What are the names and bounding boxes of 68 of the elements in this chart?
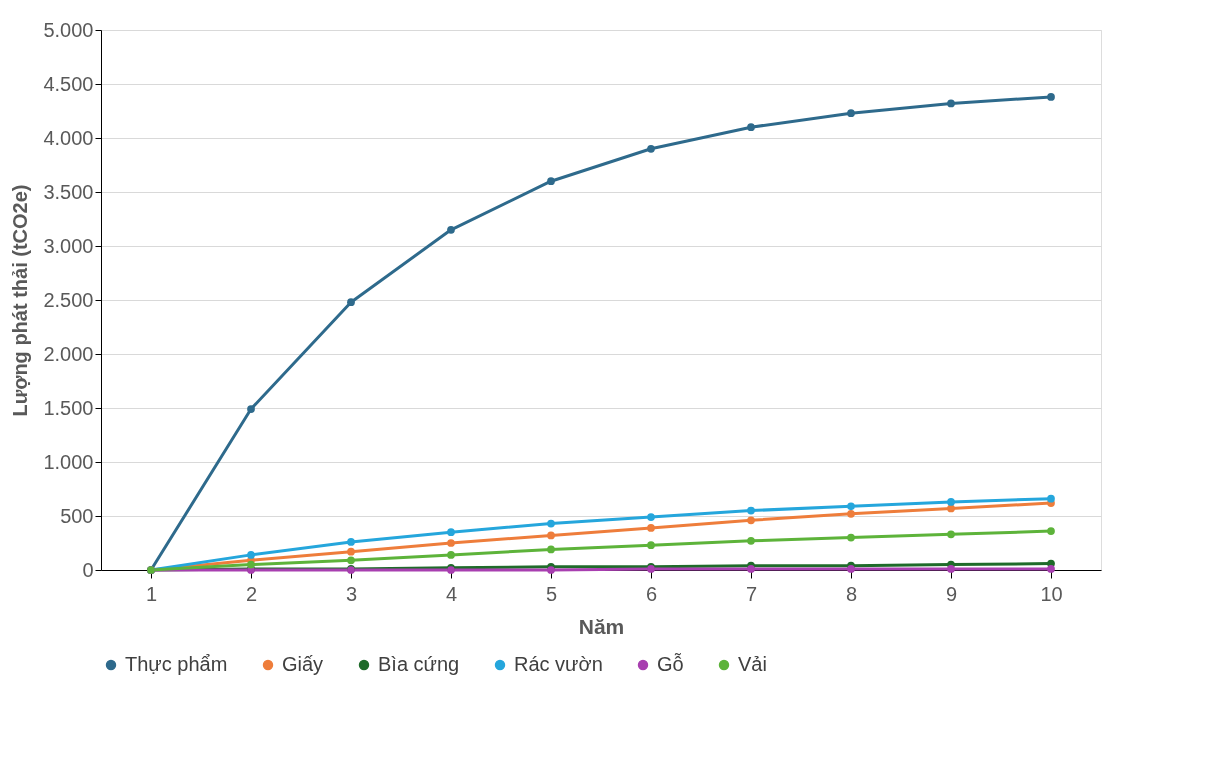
point bbox=[447, 225, 455, 234]
point bbox=[347, 538, 355, 546]
point bbox=[1047, 527, 1055, 535]
x-tick-label: 8 bbox=[845, 582, 858, 605]
x-axis-title: Năm bbox=[578, 614, 625, 638]
x-tick-label: 10 bbox=[1040, 582, 1063, 605]
y-tick-label: 4.500 bbox=[43, 72, 94, 95]
point bbox=[547, 177, 555, 186]
point bbox=[547, 545, 555, 554]
y-tick-label: 0 bbox=[82, 558, 94, 581]
y-tick-label: 2.000 bbox=[43, 342, 94, 365]
point bbox=[547, 519, 555, 528]
legend-label: Gỗ bbox=[657, 653, 684, 675]
y-tick-label: 1.000 bbox=[43, 450, 94, 473]
point bbox=[747, 506, 755, 515]
x-tick-label: 3 bbox=[345, 582, 358, 605]
x-tick-label: 5 bbox=[545, 582, 558, 605]
point bbox=[947, 504, 955, 513]
point bbox=[347, 556, 355, 565]
point bbox=[647, 144, 655, 153]
point bbox=[247, 405, 255, 413]
legend-label: Vải bbox=[738, 653, 767, 675]
point bbox=[947, 498, 955, 506]
point bbox=[547, 566, 555, 574]
x-tick-label: 6 bbox=[645, 582, 658, 605]
point bbox=[647, 524, 655, 532]
point bbox=[347, 298, 355, 307]
y-tick-label: 500 bbox=[60, 504, 94, 527]
y-tick-label: 4.000 bbox=[43, 126, 94, 149]
y-tick-label: 2.500 bbox=[43, 288, 94, 311]
y-tick-label: 3.500 bbox=[43, 180, 94, 203]
point bbox=[647, 513, 655, 521]
point bbox=[447, 528, 455, 537]
point bbox=[247, 560, 255, 569]
point bbox=[947, 99, 955, 108]
legend-label: Bìa cứng bbox=[378, 653, 460, 675]
point bbox=[747, 565, 755, 573]
point bbox=[1047, 93, 1055, 101]
point bbox=[847, 109, 855, 118]
point bbox=[647, 541, 655, 550]
point bbox=[847, 502, 855, 511]
x-tick-label: 9 bbox=[945, 582, 958, 605]
x-tick-label: 2 bbox=[245, 582, 258, 605]
y-axis-title: Lượng phát thải (tCO2e) bbox=[9, 184, 32, 417]
point bbox=[1047, 565, 1055, 573]
point bbox=[1047, 494, 1055, 503]
legend-label: Thực phẩm bbox=[125, 653, 228, 675]
x-tick-label: 7 bbox=[745, 582, 758, 605]
legend-label: Rác vườn bbox=[514, 653, 603, 675]
point bbox=[447, 551, 455, 559]
point bbox=[547, 531, 555, 540]
point bbox=[747, 516, 755, 525]
point bbox=[847, 565, 855, 573]
point bbox=[847, 509, 855, 518]
x-tick-label: 1 bbox=[145, 582, 158, 605]
y-tick-label: 5.000 bbox=[43, 18, 94, 41]
point bbox=[447, 539, 455, 547]
point bbox=[747, 536, 755, 545]
y-tick-label: 1.500 bbox=[43, 396, 94, 419]
point bbox=[947, 565, 955, 573]
y-tick-label: 3.000 bbox=[43, 234, 94, 257]
legend-label: Giấy bbox=[282, 653, 324, 675]
x-tick-label: 4 bbox=[445, 582, 458, 605]
point bbox=[747, 123, 755, 132]
point bbox=[947, 530, 955, 539]
point bbox=[347, 547, 355, 556]
point bbox=[247, 551, 255, 559]
point bbox=[847, 533, 855, 542]
